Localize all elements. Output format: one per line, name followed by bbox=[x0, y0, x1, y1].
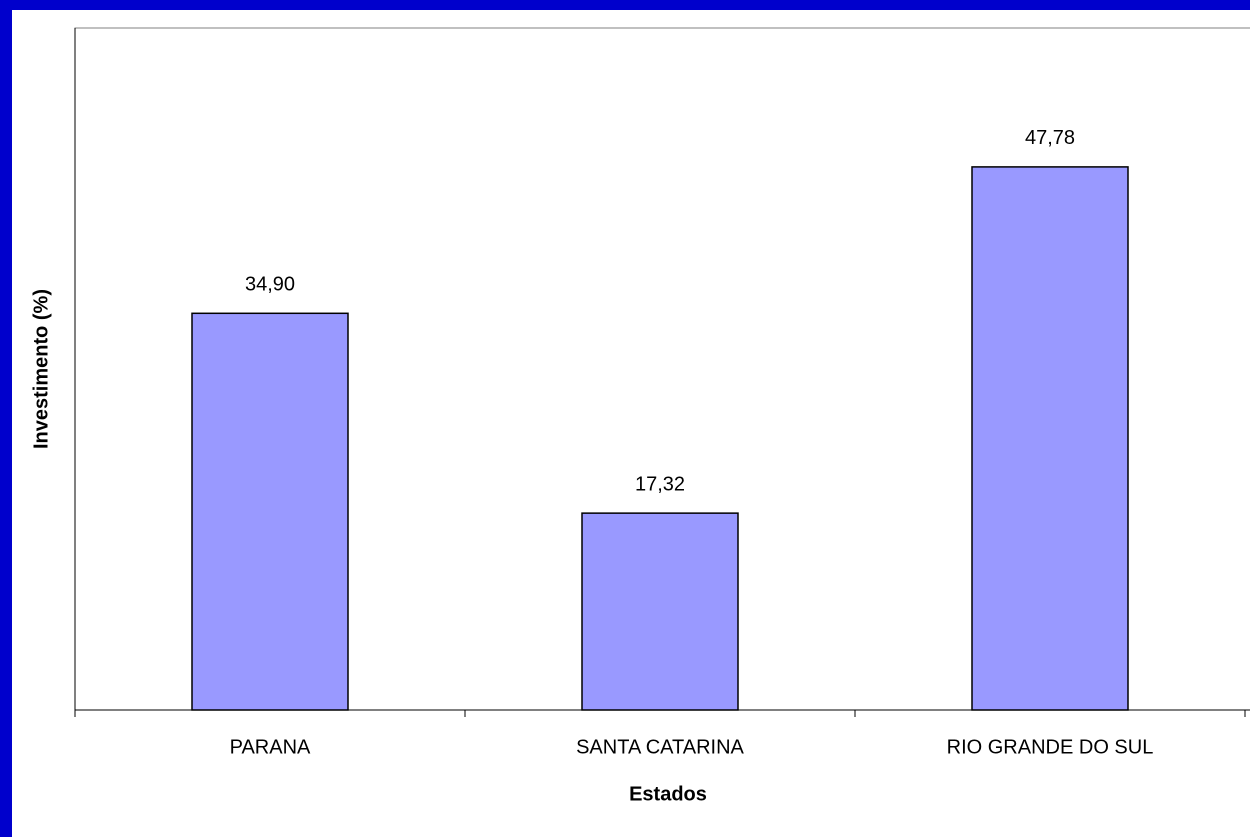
x-tick-label: RIO GRANDE DO SUL bbox=[947, 736, 1154, 758]
bar bbox=[581, 512, 739, 711]
data-label: 47,78 bbox=[1025, 127, 1075, 149]
x-axis-label: Estados bbox=[629, 783, 707, 805]
bar bbox=[971, 166, 1129, 711]
x-tick-label: PARANA bbox=[230, 736, 311, 758]
x-tick-label: SANTA CATARINA bbox=[576, 736, 744, 758]
y-axis-label: Investimento (%) bbox=[30, 289, 52, 449]
bar bbox=[191, 312, 349, 711]
chart: Estados Investimento (%) PARANA 34,90 SANT… bbox=[30, 27, 1250, 805]
data-label: 34,90 bbox=[245, 274, 295, 296]
data-label: 17,32 bbox=[635, 473, 685, 495]
